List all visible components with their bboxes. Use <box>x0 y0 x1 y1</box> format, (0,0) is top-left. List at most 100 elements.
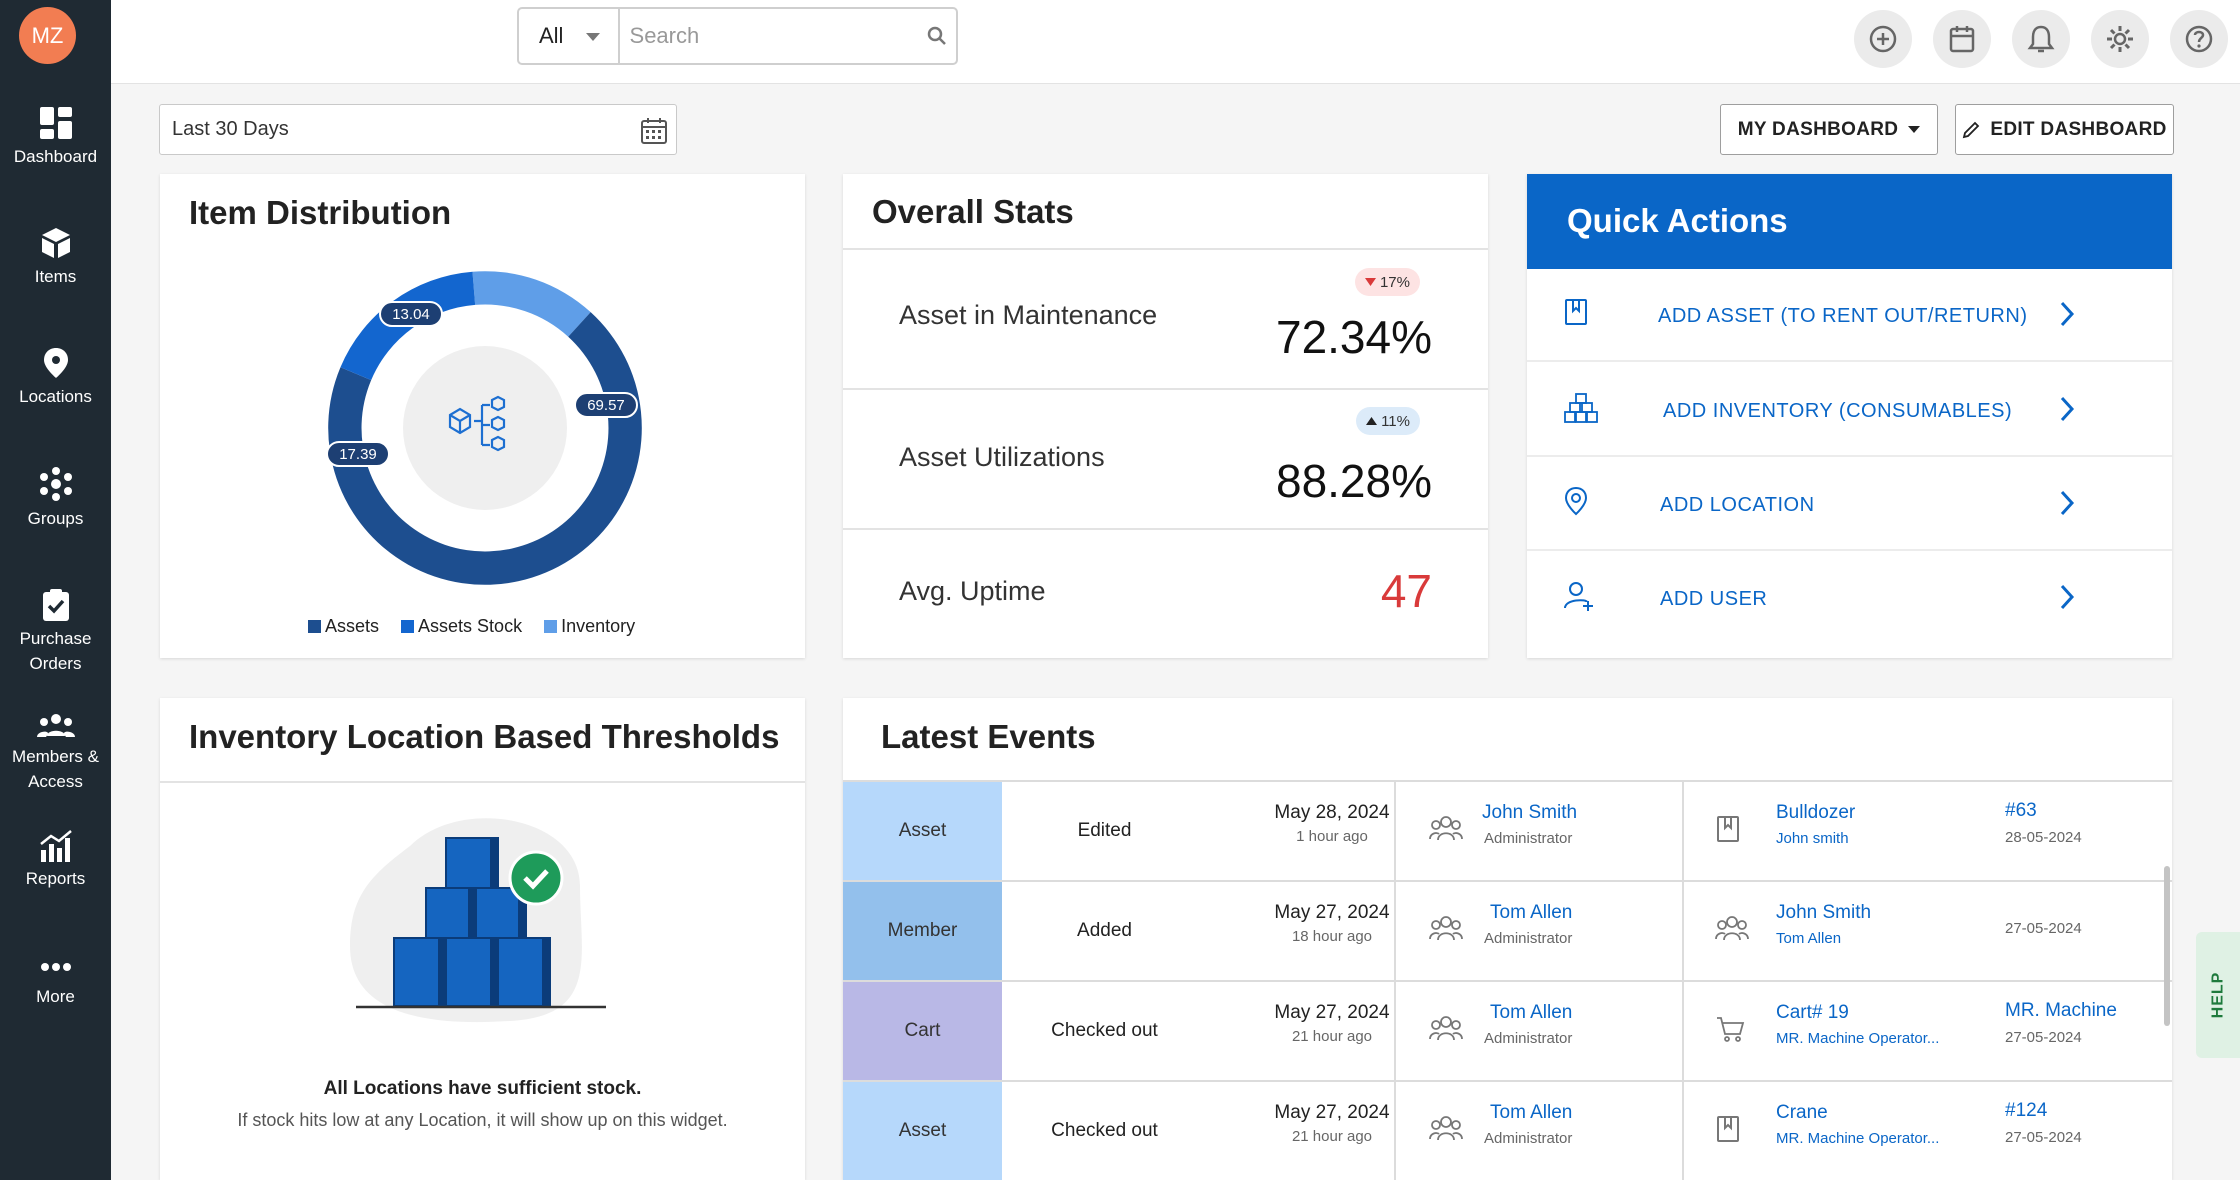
event-object-link[interactable]: Bulldozer <box>1776 802 1856 823</box>
chevron-right-icon <box>2060 584 2075 610</box>
sidebar-item-members-access[interactable]: Members & Access <box>0 712 111 794</box>
sidebar-item-purchase-orders[interactable]: Purchase Orders <box>0 588 111 676</box>
bell-icon[interactable] <box>2012 10 2070 68</box>
event-user-role: Administrator <box>1484 830 1573 847</box>
chevron-right-icon <box>2060 301 2075 327</box>
clipboard-check-icon <box>42 589 69 621</box>
caret-down-icon <box>1908 125 1921 133</box>
search-icon[interactable] <box>918 9 956 63</box>
sidebar-item-more[interactable]: More <box>0 954 111 1009</box>
sidebar-item-locations[interactable]: Locations <box>0 346 111 409</box>
gear-icon[interactable] <box>2091 10 2149 68</box>
quick-actions-header: Quick Actions <box>1527 174 2172 269</box>
my-dashboard-button[interactable]: MY DASHBOARD <box>1720 104 1938 155</box>
sidebar-item-reports[interactable]: Reports <box>0 830 111 891</box>
event-user-link[interactable]: John Smith <box>1482 802 1578 823</box>
event-row[interactable]: Cart Checked out May 27, 2024 21 hour ago To… <box>843 980 2172 1080</box>
items-hierarchy-icon <box>448 395 506 452</box>
event-user-link[interactable]: Tom Allen <box>1490 1002 1573 1023</box>
search-input[interactable] <box>619 9 918 63</box>
event-type: Member <box>843 882 1002 980</box>
event-row[interactable]: Member Added May 27, 2024 18 hour ago Tom Al… <box>843 880 2172 980</box>
event-reference-link[interactable]: #63 <box>2005 800 2037 821</box>
event-user-link[interactable]: Tom Allen <box>1490 1102 1573 1123</box>
latest-events-card: Latest Events Asset Edited May 28, 2024 1 h… <box>843 698 2172 1180</box>
quick-action-label: ADD ASSET (TO RENT OUT/RETURN) <box>1658 305 2028 327</box>
edit-dashboard-button[interactable]: EDIT DASHBOARD <box>1955 104 2174 155</box>
check-circle-icon <box>508 850 564 906</box>
help-tab[interactable]: HELP <box>2196 932 2240 1058</box>
stat-value: 88.28% <box>1275 455 1432 507</box>
members-icon <box>1429 1114 1463 1149</box>
event-action: Added <box>1077 920 1132 941</box>
calendar-icon[interactable] <box>640 117 668 145</box>
chevron-down-icon <box>585 33 600 41</box>
latest-events-title: Latest Events <box>881 718 1096 755</box>
search-scope-select[interactable]: All <box>519 9 620 63</box>
event-row[interactable]: Asset Checked out May 27, 2024 21 hour ago T… <box>843 1080 2172 1180</box>
search-bar: All <box>517 7 958 65</box>
quick-action-label: ADD INVENTORY (CONSUMABLES) <box>1663 400 2013 422</box>
event-object-sub[interactable]: John smith <box>1776 830 1849 847</box>
event-reference-link[interactable]: #124 <box>2005 1100 2048 1121</box>
event-object-link[interactable]: John Smith <box>1776 902 1872 923</box>
more-icon <box>40 963 71 971</box>
sidebar-item-groups[interactable]: Groups <box>0 466 111 531</box>
quick-action-label: ADD USER <box>1660 588 1768 610</box>
members-icon <box>36 714 75 737</box>
sidebar-item-items[interactable]: Items <box>0 226 111 289</box>
stat-asset-maintenance: Asset in Maintenance 17% 72.34% <box>843 248 1488 387</box>
stat-label: Avg. Uptime <box>899 576 1046 606</box>
event-time-ago: 18 hour ago <box>1291 928 1373 945</box>
add-user-icon <box>1564 582 1593 611</box>
sidebar-item-label: Items <box>34 267 77 286</box>
event-object-sub[interactable]: MR. Machine Operator... <box>1776 1130 1940 1147</box>
date-range-field[interactable]: Last 30 Days <box>159 104 677 155</box>
sidebar-item-label: Locations <box>19 387 92 406</box>
chart-legend: Assets Assets Stock Inventory <box>308 616 635 637</box>
calendar-icon[interactable] <box>1933 10 1991 68</box>
event-time-ago: 21 hour ago <box>1291 1128 1373 1145</box>
inventory-value-label: 13.04 <box>379 301 443 327</box>
event-object-link[interactable]: Cart# 19 <box>1776 1002 1849 1023</box>
members-icon <box>1429 1014 1463 1049</box>
legend-assets-stock: Assets Stock <box>401 616 522 637</box>
quick-action-add-user[interactable]: ADD USER <box>1527 552 2172 645</box>
asset-tag-icon <box>1565 299 1587 325</box>
add-icon[interactable] <box>1854 10 1912 68</box>
quick-action-add-asset[interactable]: ADD ASSET (TO RENT OUT/RETURN) <box>1527 269 2172 362</box>
overall-stats-card: Overall Stats Asset in Maintenance 17% 7… <box>843 174 1488 658</box>
events-scrollbar[interactable] <box>2164 866 2170 1026</box>
help-icon[interactable] <box>2170 10 2228 68</box>
sidebar-item-label: More <box>36 987 75 1006</box>
event-row[interactable]: Asset Edited May 28, 2024 1 hour ago John Sm… <box>843 780 2172 880</box>
event-object-link[interactable]: Crane <box>1776 1102 1828 1123</box>
event-reference-date: 28-05-2024 <box>2005 829 2082 846</box>
event-action: Edited <box>1077 820 1132 841</box>
reports-icon <box>39 830 72 862</box>
quick-actions-title: Quick Actions <box>1567 202 1788 239</box>
triangle-down-icon <box>1364 278 1376 286</box>
location-pin-icon <box>43 348 68 378</box>
quick-action-add-location[interactable]: ADD LOCATION <box>1527 458 2172 551</box>
donut-slice-assets[interactable] <box>328 312 642 585</box>
event-date: May 27, 2024 <box>1274 1102 1390 1123</box>
donut-slice-inventory[interactable] <box>472 271 591 337</box>
avatar[interactable]: MZ <box>19 7 76 64</box>
quick-action-add-inventory[interactable]: ADD INVENTORY (CONSUMABLES) <box>1527 364 2172 457</box>
column-divider <box>1394 882 1396 980</box>
my-dashboard-label: MY DASHBOARD <box>1737 118 1899 140</box>
event-reference-link[interactable]: MR. Machine <box>2005 1000 2117 1021</box>
chevron-right-icon <box>2060 490 2075 516</box>
sidebar-item-label: Dashboard <box>13 147 98 166</box>
members-icon <box>1429 814 1463 849</box>
event-object-sub[interactable]: Tom Allen <box>1776 930 1842 947</box>
top-bar: All <box>111 0 2240 84</box>
asset-tag-icon <box>1715 1114 1741 1149</box>
item-distribution-chart <box>328 271 642 585</box>
location-pin-icon <box>1564 486 1588 516</box>
event-user-link[interactable]: Tom Allen <box>1490 902 1573 923</box>
event-object-sub[interactable]: MR. Machine Operator... <box>1776 1030 1940 1047</box>
overall-stats-title: Overall Stats <box>872 193 1074 230</box>
sidebar-item-dashboard[interactable]: Dashboard <box>0 106 111 169</box>
